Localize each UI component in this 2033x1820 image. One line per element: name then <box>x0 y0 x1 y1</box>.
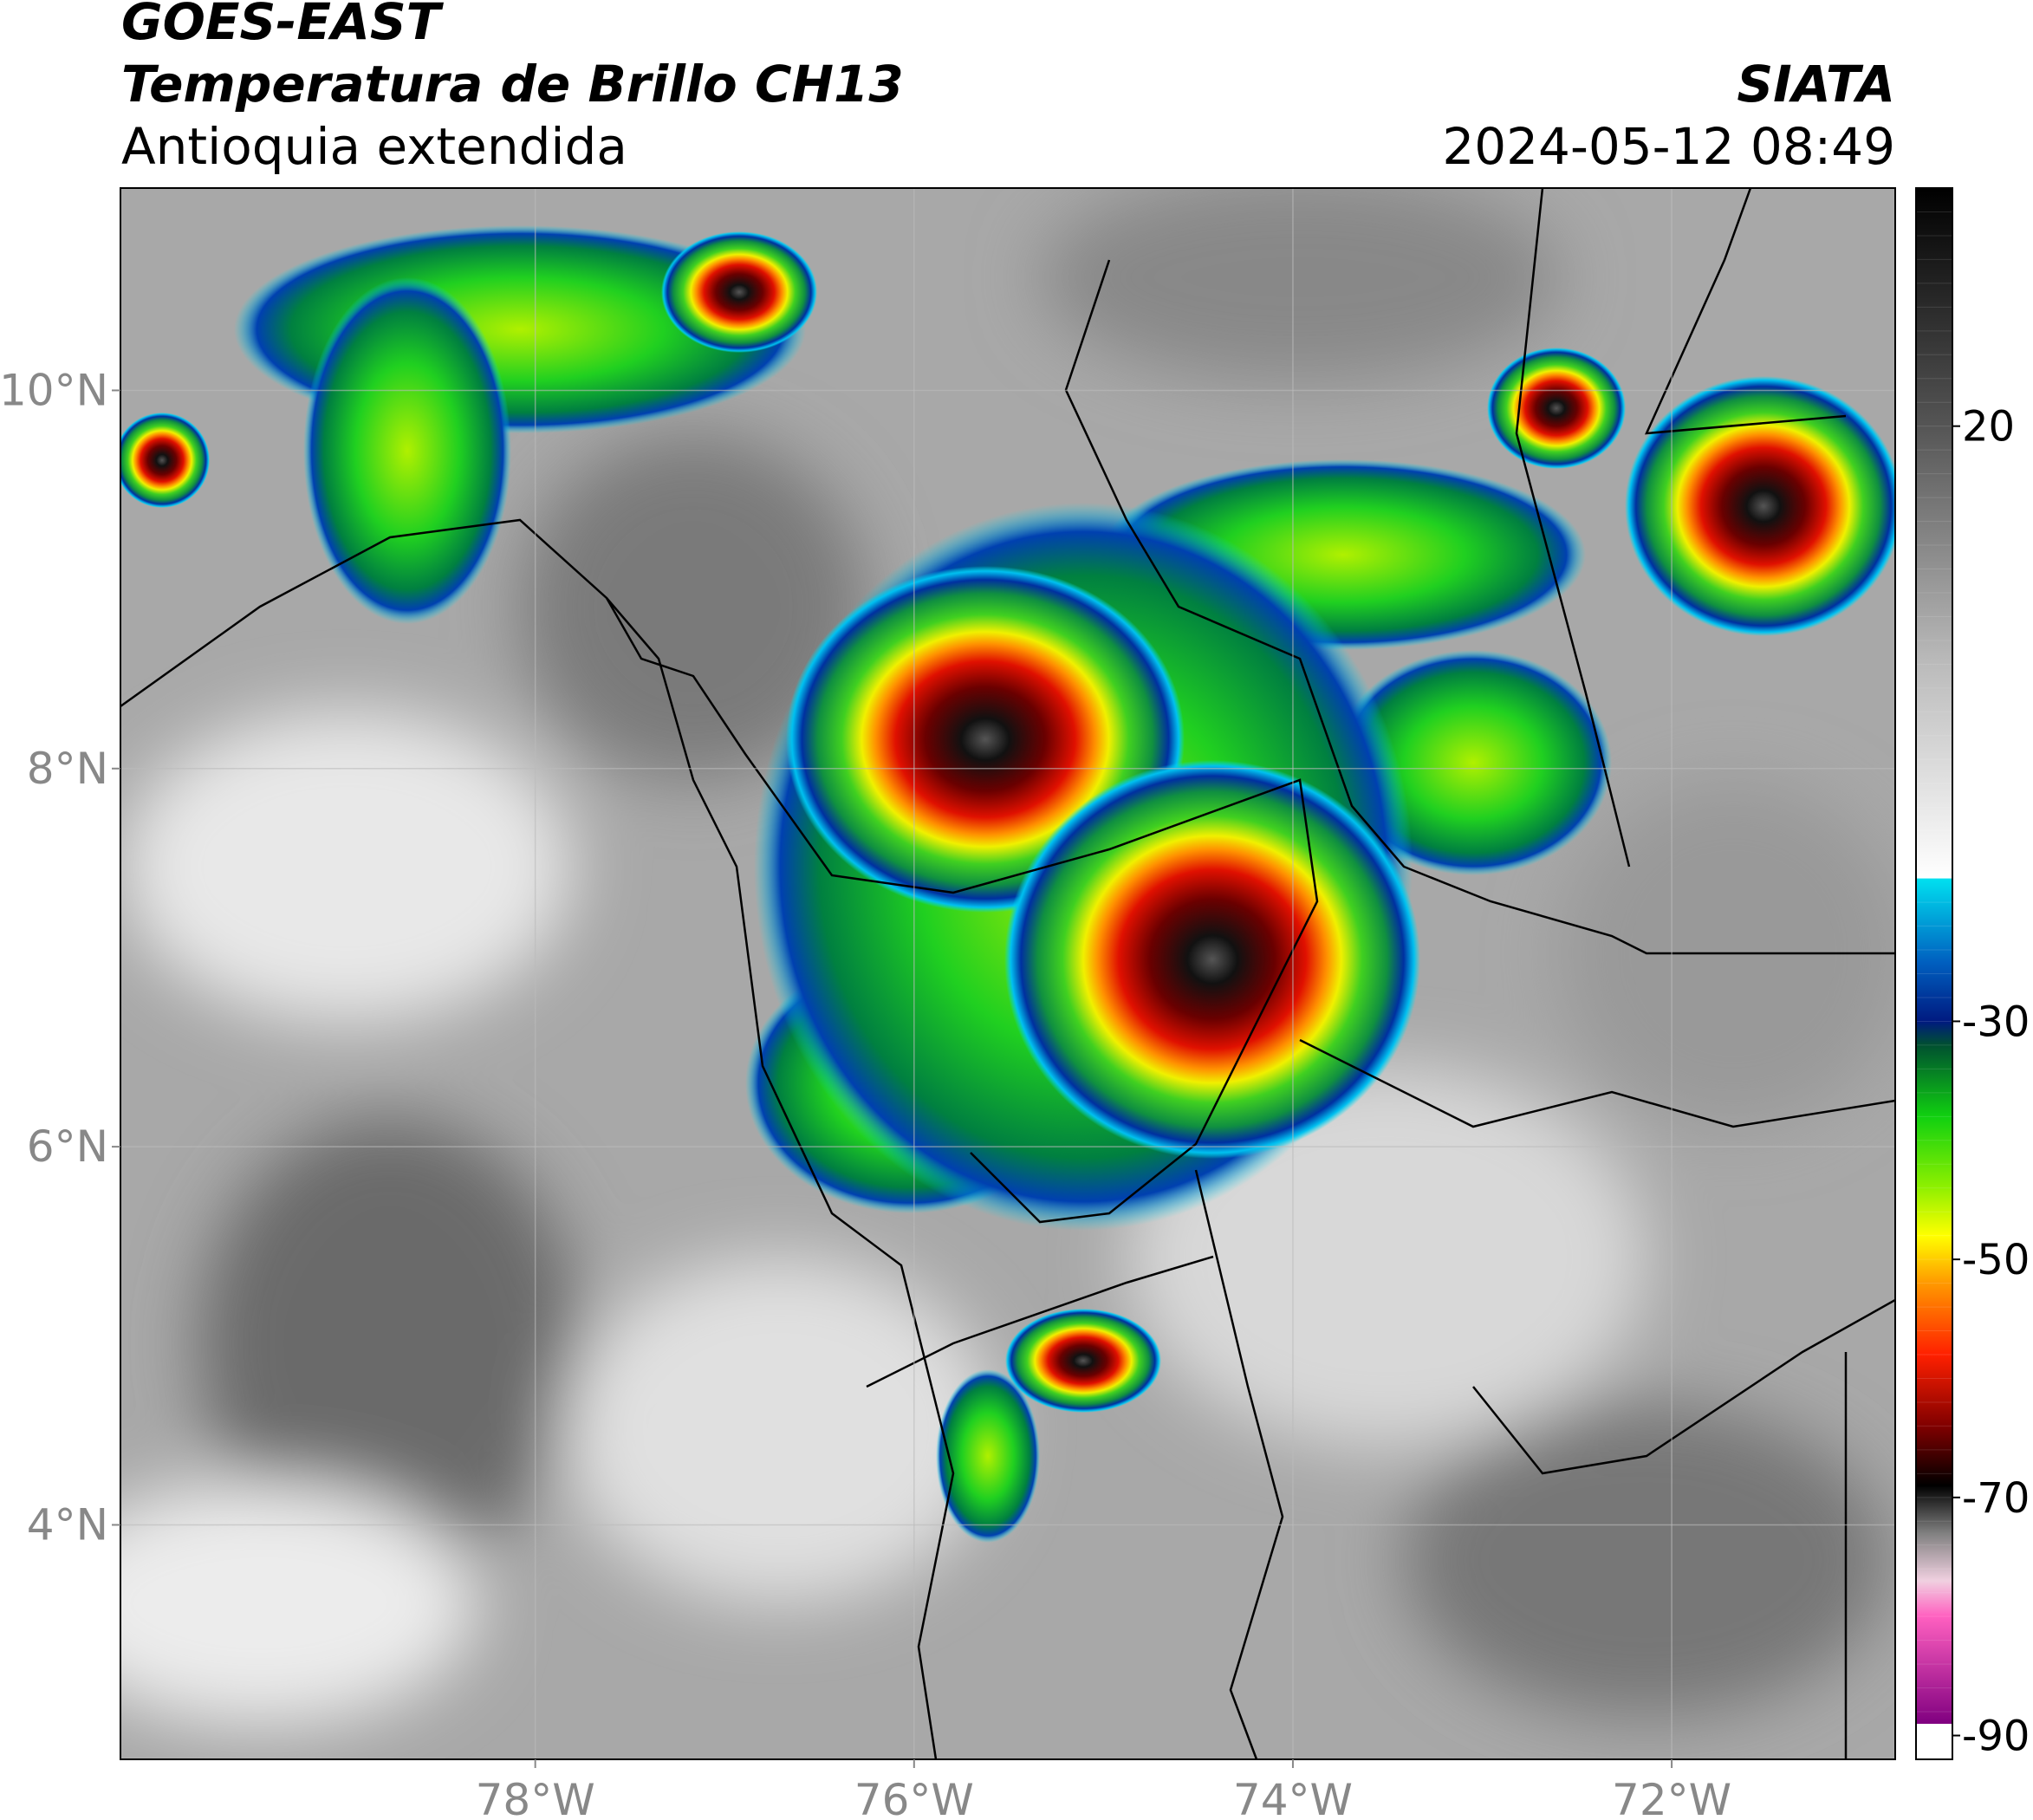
colorbar-tick-label: -50 <box>1962 1236 2030 1284</box>
subtitle: Temperatura de Brillo CH13 <box>121 55 904 114</box>
y-tick-label: 8°N <box>27 744 108 794</box>
map <box>120 188 1895 1759</box>
colorbar-tick-label: -70 <box>1962 1474 2030 1523</box>
colorbar-frame <box>1915 187 1953 1760</box>
region: Antioquia extendida <box>121 117 627 176</box>
colorbar-fill <box>1916 188 1952 1759</box>
y-tick-label: 4°N <box>27 1499 108 1550</box>
x-tick-label: 72°W <box>1612 1775 1731 1820</box>
y-tick-label: 10°N <box>0 365 108 415</box>
storms <box>120 225 1895 1543</box>
map-frame <box>120 187 1896 1760</box>
source: SIATA <box>1737 55 1895 114</box>
x-tick-label: 76°W <box>854 1775 974 1820</box>
colorbar-tick-label: 20 <box>1962 403 2015 452</box>
x-tick-label: 74°W <box>1233 1775 1353 1820</box>
x-tick-label: 78°W <box>476 1775 595 1820</box>
grid <box>120 188 1895 1759</box>
colorbar-tick-label: -90 <box>1962 1713 2030 1761</box>
datetime: 2024-05-12 08:49 <box>1442 117 1895 176</box>
y-tick-label: 6°N <box>27 1121 108 1172</box>
colorbar-tick-label: -30 <box>1962 998 2030 1046</box>
colorbar <box>1916 188 1960 1760</box>
borders <box>120 188 1895 1759</box>
title: GOES-EAST <box>121 0 445 51</box>
